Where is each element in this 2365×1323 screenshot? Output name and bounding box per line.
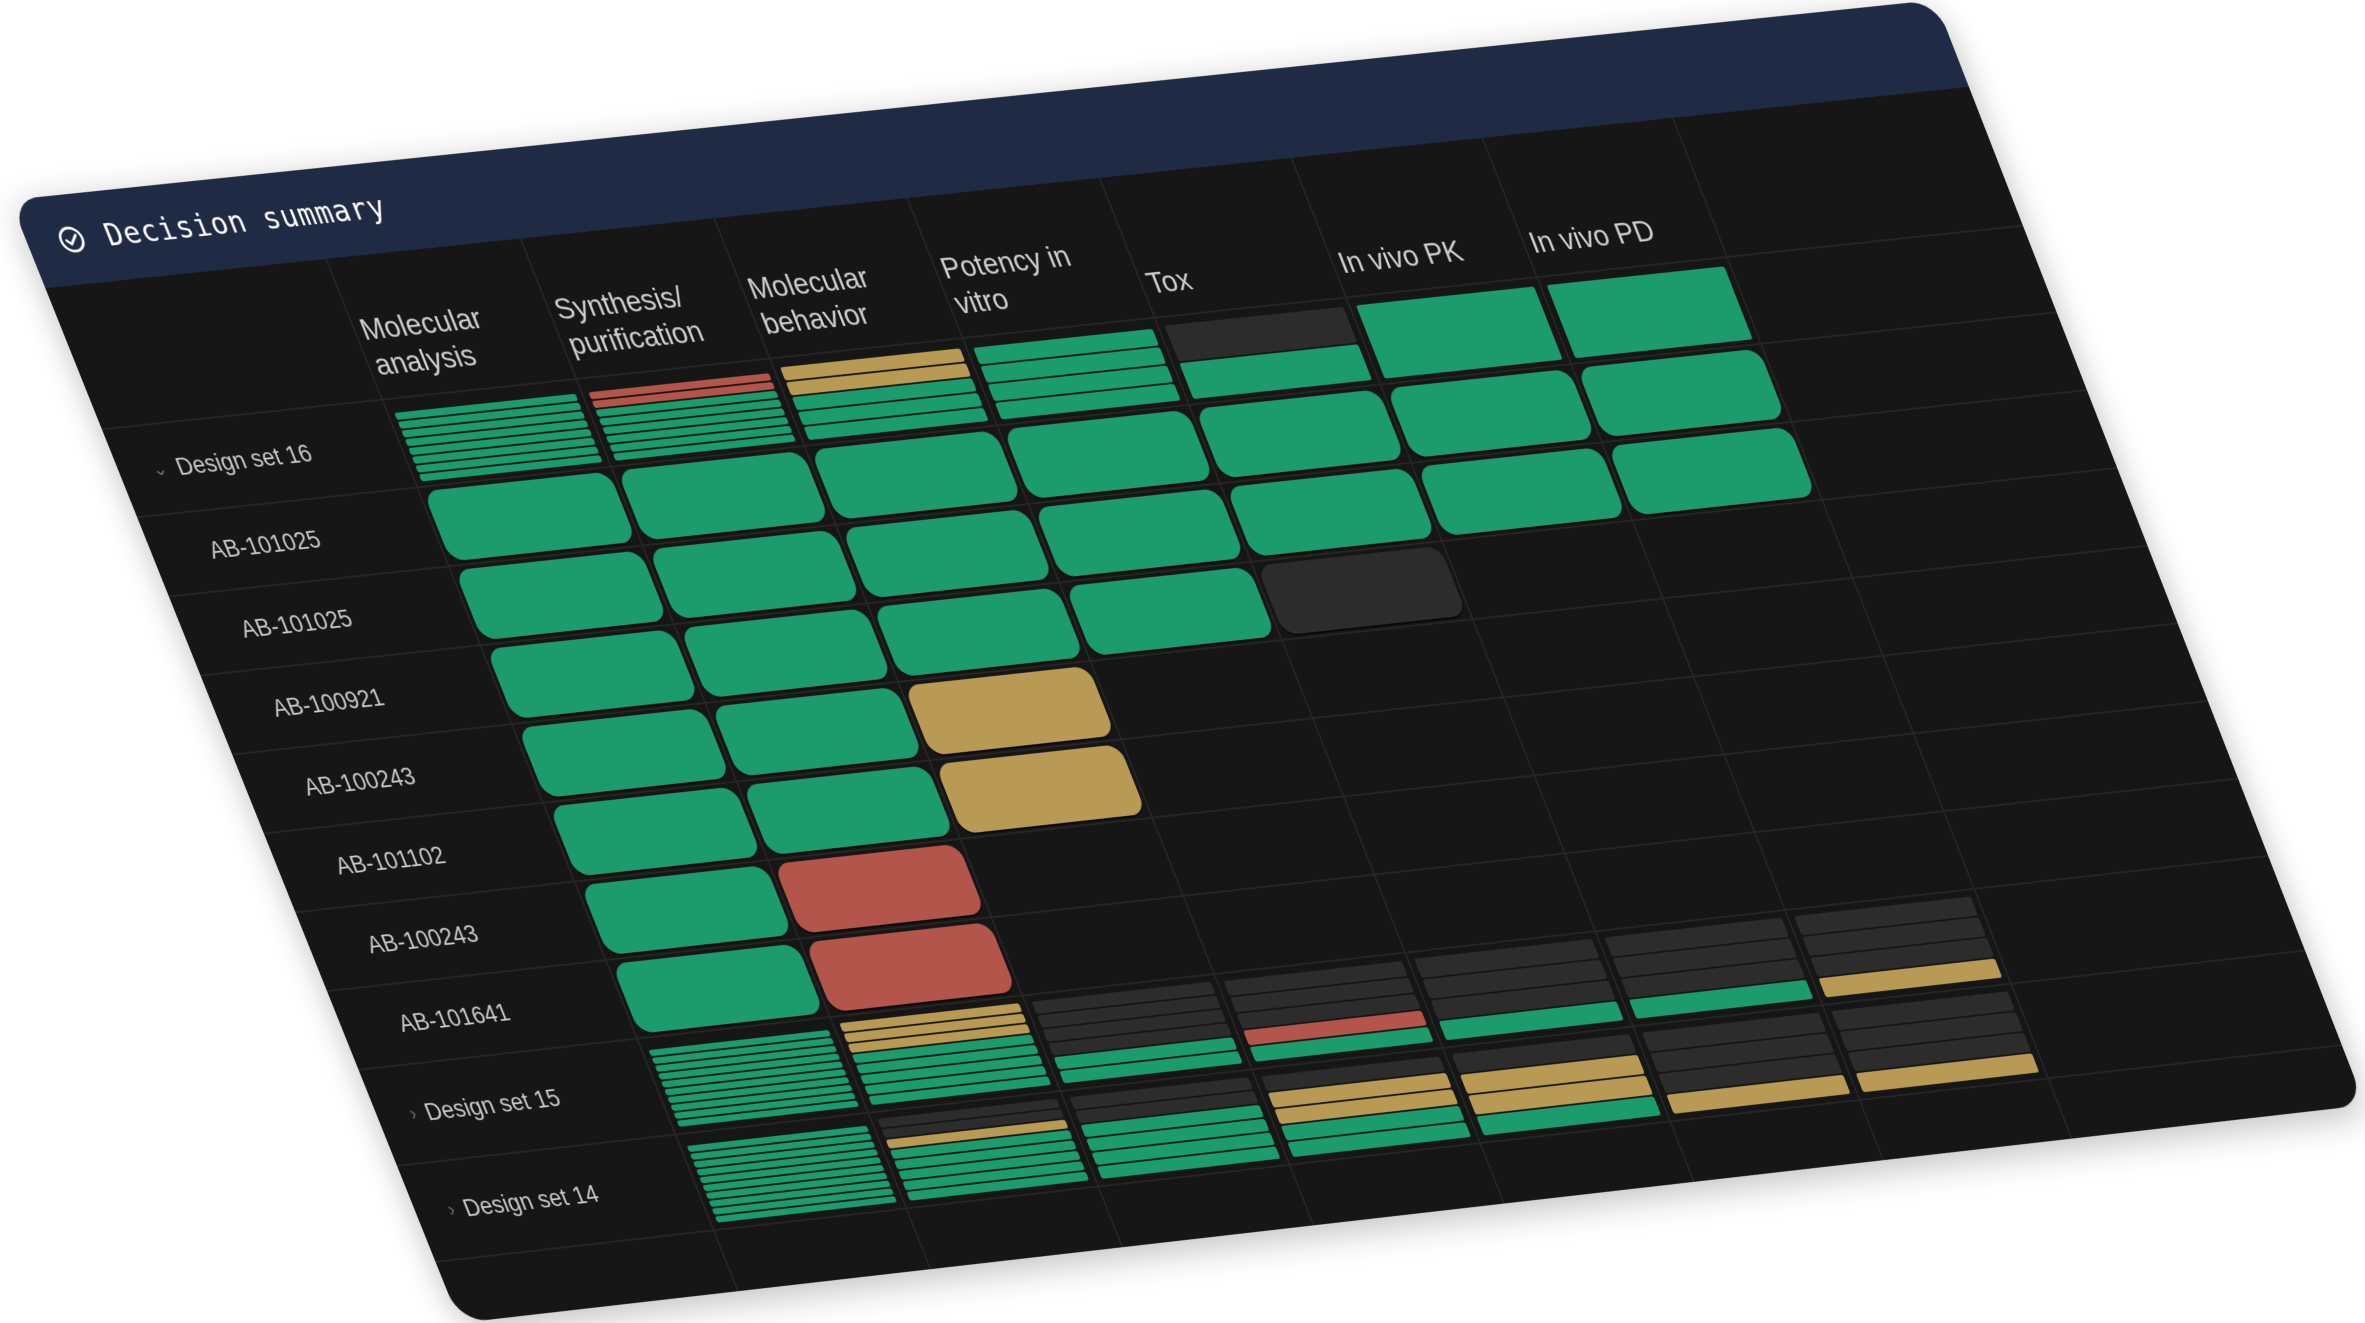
- group-name: Design set 15: [420, 1084, 565, 1126]
- summary-strip-pass: [1355, 286, 1563, 379]
- column-header: Molecular analysis: [354, 301, 488, 383]
- column-header: Potency in vitro: [935, 239, 1076, 321]
- decision-summary-panel: Decision summary Molecular analysis Synth…: [10, 0, 2365, 1323]
- check-circle-icon: [48, 220, 95, 259]
- page-title: Decision summary: [98, 189, 393, 254]
- column-header: Molecular behavior: [742, 260, 875, 342]
- column-header: In vivo PD: [1523, 213, 1660, 260]
- chevron-down-icon: ⌄: [147, 456, 172, 481]
- column-header: Tox: [1141, 262, 1197, 301]
- column-header: Synthesis/ purification: [548, 279, 709, 362]
- column-header: In vivo PK: [1332, 234, 1468, 281]
- title-bar: Decision summary: [10, 0, 1969, 289]
- chevron-right-icon: ›: [444, 1198, 459, 1221]
- chevron-right-icon: ›: [405, 1102, 421, 1125]
- group-name: Design set 16: [171, 439, 317, 480]
- group-name: Design set 14: [458, 1179, 603, 1222]
- summary-strip-pass: [1546, 266, 1753, 359]
